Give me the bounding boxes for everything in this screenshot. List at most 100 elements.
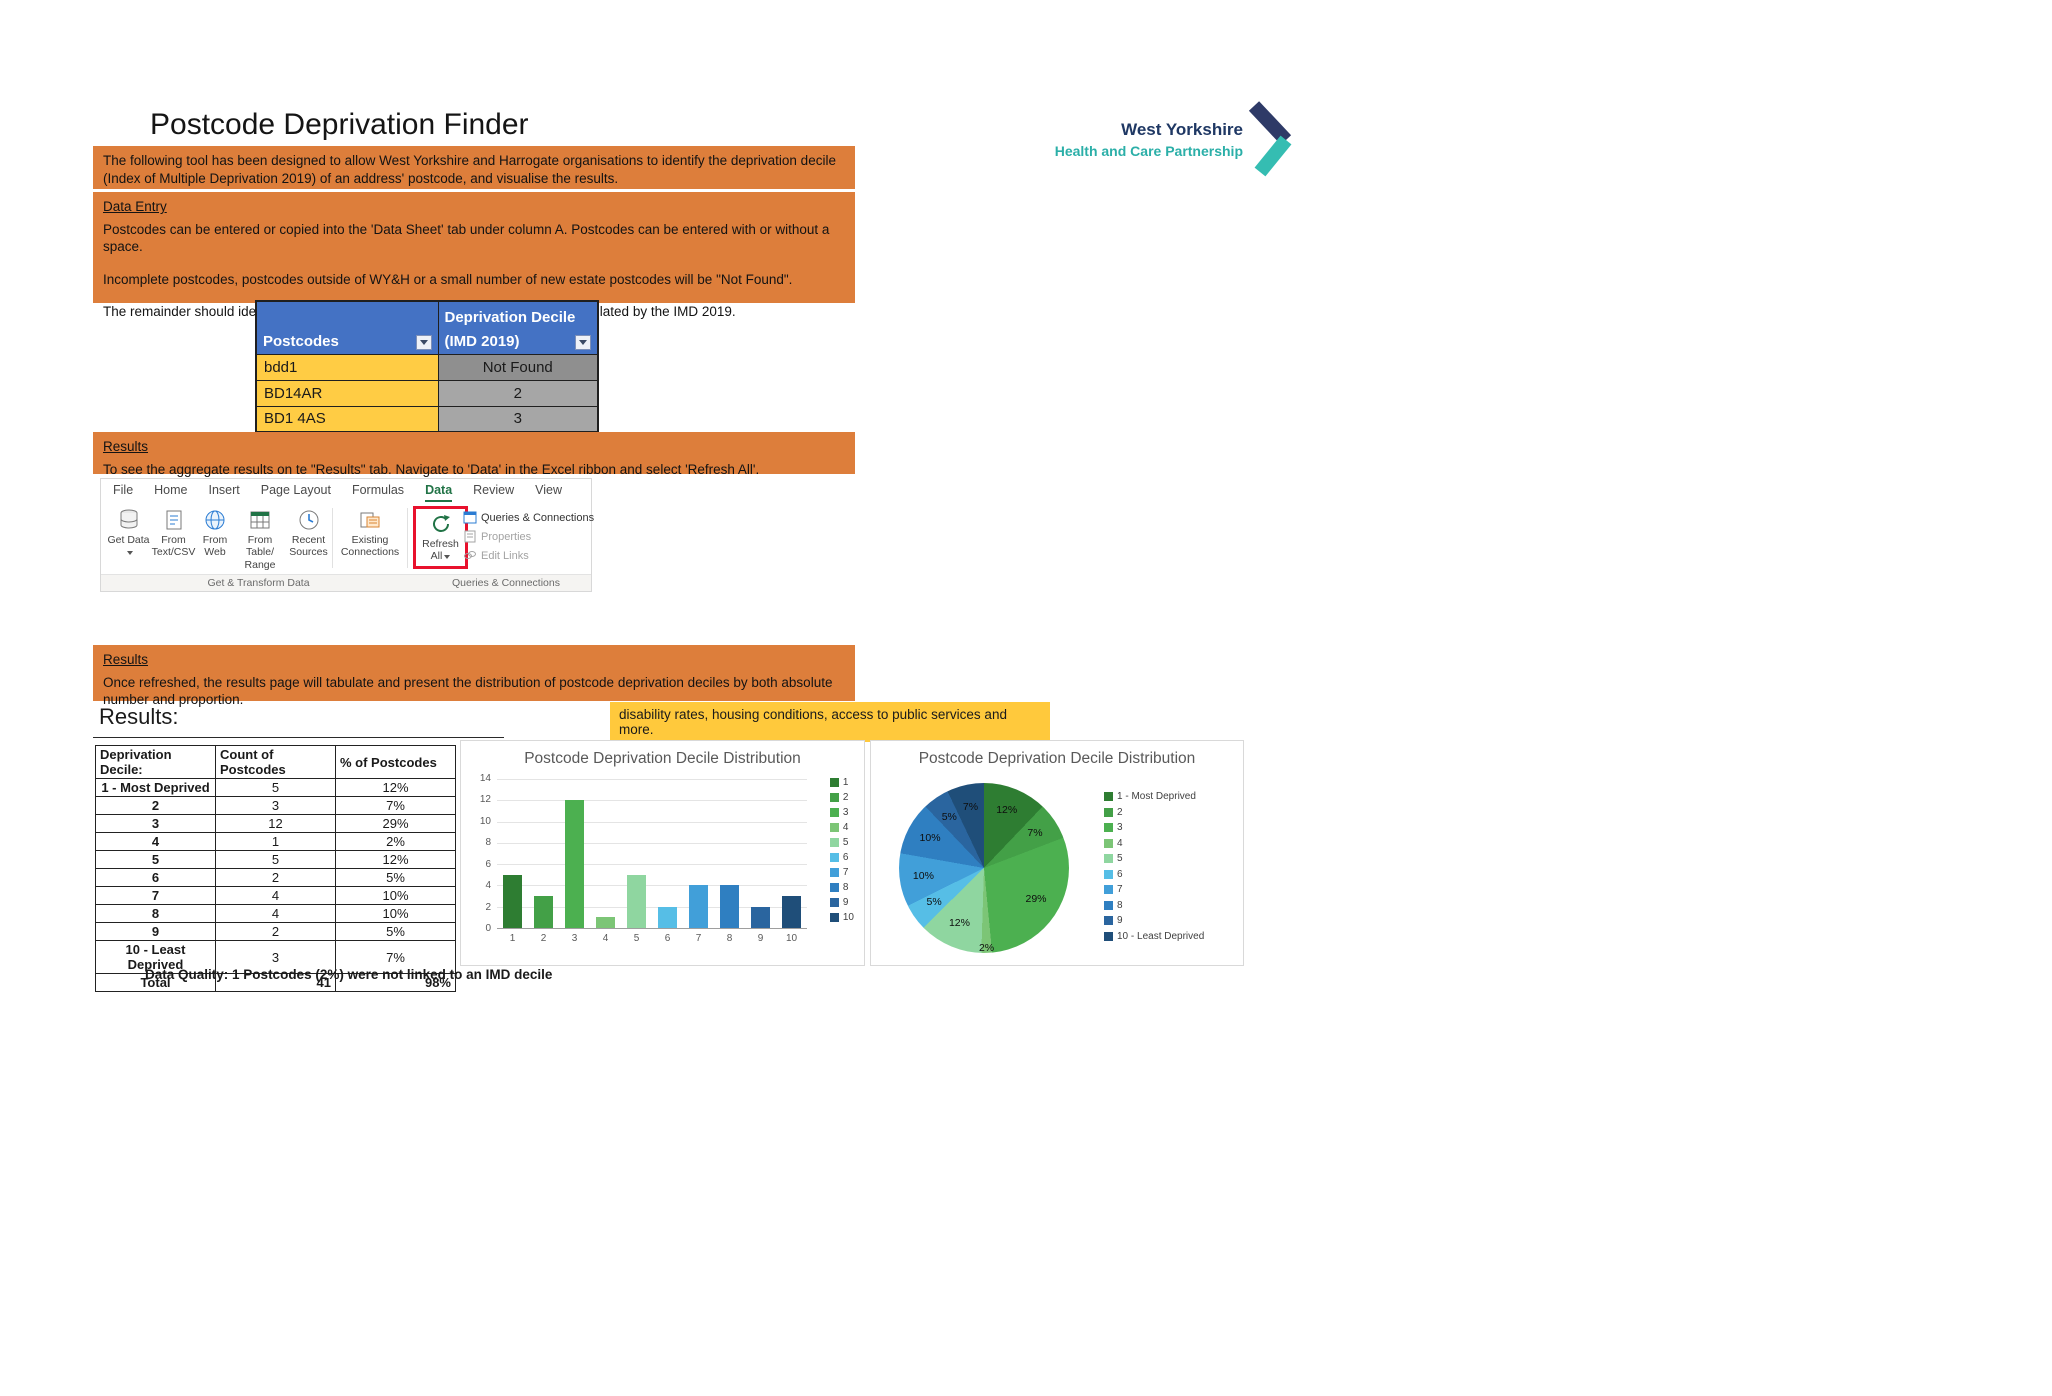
connections-icon [360, 512, 380, 528]
text-file-icon [166, 510, 181, 530]
results-divider [93, 737, 504, 738]
ribbon-tab-review[interactable]: Review [473, 483, 515, 497]
legend-swatch [829, 868, 839, 877]
percent-cell: 12% [335, 850, 456, 869]
ribbon-tab-data[interactable]: Data [425, 483, 453, 502]
sample-table-header-row: Postcodes Deprivation Decile (IMD 2019) [255, 300, 599, 355]
percent-cell: 5% [335, 922, 456, 941]
count-cell: 2 [215, 922, 336, 941]
legend-swatch [1104, 823, 1113, 832]
x-tick-label: 2 [540, 933, 547, 944]
data-entry-paragraph: Postcodes can be entered or copied into … [103, 221, 830, 255]
legend-label: 4 [1117, 837, 1123, 849]
pie-data-label: 12% [948, 917, 970, 930]
existing-connections-button[interactable]: Existing Connections [338, 506, 402, 559]
count-cell: 3 [215, 796, 336, 815]
results-table: Deprivation Decile: Count of Postcodes% o… [95, 745, 456, 992]
from-text-csv-button[interactable]: From Text/CSV [151, 506, 196, 571]
legend-swatch [829, 883, 839, 892]
legend-swatch [829, 898, 839, 907]
data-entry-banner: Data Entry Postcodes can be entered or c… [93, 192, 855, 319]
percent-cell: 29% [335, 814, 456, 833]
legend-item: 2 [1104, 807, 1204, 818]
pie-graphic [899, 783, 1069, 953]
edit-links-button[interactable]: Edit Links [463, 549, 593, 562]
from-web-button[interactable]: From Web [196, 506, 234, 571]
gridline [497, 885, 807, 887]
postcode-cell[interactable]: bdd1 [255, 353, 439, 381]
percent-cell: 7% [335, 796, 456, 815]
decile-label-cell: 8 [95, 904, 216, 923]
globe-icon [205, 510, 225, 530]
results-table-row: 7 4 10% [95, 886, 456, 905]
legend-swatch [1104, 807, 1113, 817]
legend-item: 9 [1104, 915, 1204, 926]
legend-item: 3 [1104, 822, 1204, 833]
decile-label-cell: 9 [95, 922, 216, 941]
ribbon-tab-page-layout[interactable]: Page Layout [260, 483, 331, 497]
legend-swatch [1104, 931, 1113, 941]
intro-banner: The following tool has been designed to … [93, 146, 855, 189]
ribbon-tab-view[interactable]: View [535, 483, 563, 497]
legend-swatch [829, 913, 839, 922]
from-table-range-label: From Table/ Range [244, 534, 276, 571]
postcode-cell[interactable]: BD14AR [255, 379, 439, 407]
bar-chart-panel: Postcode Deprivation Decile Distribution… [460, 740, 865, 966]
pie-data-label: 7% [962, 801, 979, 814]
x-tick-label: 5 [633, 933, 640, 944]
edit-links-label: Edit Links [481, 549, 529, 562]
queries-connections-button[interactable]: Queries & Connections [463, 511, 594, 524]
legend-item: 7 [829, 867, 854, 878]
bar-decile-4 [596, 917, 615, 928]
logo-name: West Yorkshire [1121, 120, 1243, 139]
pie-data-label: 5% [926, 896, 942, 909]
decile-label-cell: 10 - Least Deprived [95, 940, 216, 974]
gridline [497, 864, 807, 866]
decile-label-cell: 4 [95, 832, 216, 851]
filter-dropdown-button[interactable] [575, 334, 591, 350]
from-web-label: From Web [202, 534, 228, 559]
legend-label: 1 - Most Deprived [1117, 791, 1196, 802]
edit-links-icon [464, 551, 476, 559]
legend-swatch [829, 853, 839, 862]
legend-item: 1 [829, 777, 854, 788]
filter-dropdown-button[interactable] [415, 334, 432, 350]
ribbon-separator [407, 508, 408, 568]
recent-sources-button[interactable]: Recent Sources [286, 506, 331, 571]
properties-button[interactable]: Properties [463, 530, 593, 543]
pie-chart-panel: Postcode Deprivation Decile Distribution… [870, 740, 1244, 966]
queries-pane-icon [463, 511, 477, 524]
legend-swatch [1104, 869, 1113, 879]
sample-table-row: BD1 4AS 3 [255, 405, 599, 433]
decile-label-cell: 7 [95, 886, 216, 905]
y-tick-label: 4 [485, 880, 491, 892]
legend-label: 3 [842, 807, 849, 818]
bar-slot [776, 779, 807, 928]
y-tick-label: 8 [485, 837, 491, 849]
percent-cell: 5% [335, 868, 456, 887]
ribbon-tab-home[interactable]: Home [154, 483, 188, 497]
count-cell: 1 [215, 832, 336, 851]
legend-item: 6 [829, 852, 854, 863]
refresh-all-button[interactable]: Refresh All [418, 510, 463, 563]
results-table-header: Deprivation Decile: Count of Postcodes% o… [95, 745, 456, 779]
from-table-range-button[interactable]: From Table/ Range [234, 506, 286, 571]
pie-data-label: 12% [996, 804, 1018, 817]
bar-decile-5 [627, 874, 646, 928]
pie-data-label: 2% [978, 941, 995, 954]
properties-label: Properties [481, 530, 532, 543]
results-table-row: 2 3 7% [95, 796, 456, 815]
bar-chart-y-axis: 0 2 4 6 8 10 12 14 [467, 773, 491, 934]
gridline [497, 842, 807, 844]
sample-table-body: bdd1 Not Found BD14AR 2 BD1 4AS 3 [255, 353, 599, 433]
results-overview-text: Once refreshed, the results page will ta… [103, 674, 833, 708]
ribbon-tab-insert[interactable]: Insert [208, 483, 240, 497]
get-data-button[interactable]: Get Data [106, 506, 151, 571]
legend-label: 2 [1117, 806, 1123, 818]
postcode-cell[interactable]: BD1 4AS [255, 405, 439, 433]
legend-item: 8 [829, 882, 854, 893]
ribbon-tab-formulas[interactable]: Formulas [351, 483, 405, 497]
ribbon-tab-file[interactable]: File [113, 483, 134, 497]
filter-caret-icon [579, 339, 587, 345]
